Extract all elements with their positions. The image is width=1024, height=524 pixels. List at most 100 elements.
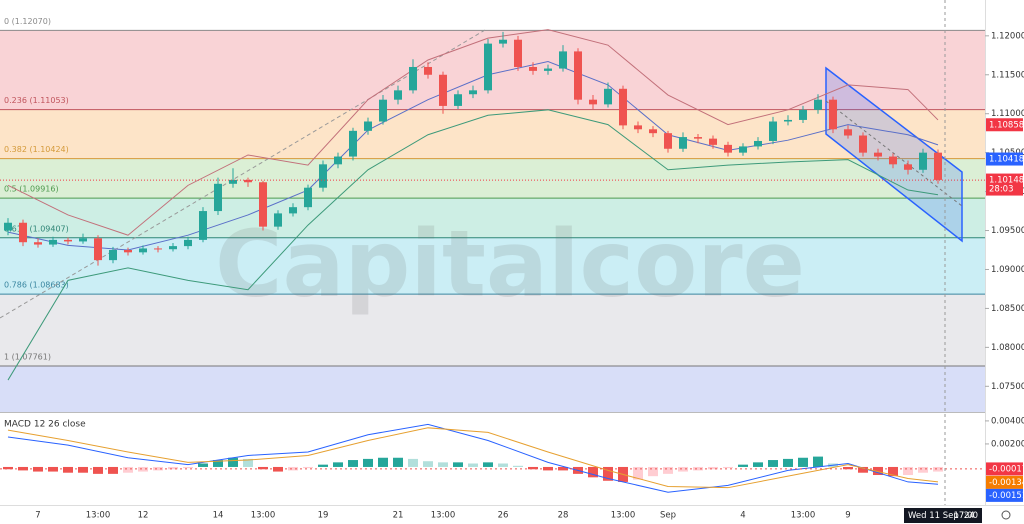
x-tick-label: 12 (138, 511, 149, 521)
price-box (986, 173, 1023, 196)
macd-bar (243, 458, 253, 467)
cursor-time: 17:00 (954, 511, 979, 521)
macd-bar (873, 466, 883, 476)
candle-body (529, 66, 537, 71)
candle-body (619, 88, 627, 126)
cursor-date: Wed 11 Sep '24 (908, 511, 975, 521)
macd-bar (288, 466, 298, 471)
price-box (986, 462, 1023, 476)
candle-body (499, 39, 507, 44)
macd-bar (108, 466, 118, 474)
macd-bar (348, 460, 358, 467)
macd-bar (888, 466, 898, 477)
fib-zone (0, 109, 985, 159)
candle-body (244, 179, 252, 183)
macd-bar (3, 466, 13, 470)
macd-bar (438, 462, 448, 467)
macd-bar (558, 466, 568, 471)
macd-bar (498, 463, 508, 467)
y-tick-label: 1.09000 (991, 265, 1024, 275)
macd-bar (723, 466, 733, 469)
macd-bar (318, 464, 328, 467)
candle-body (364, 121, 372, 131)
macd-bar (708, 466, 718, 470)
macd-bar (588, 466, 598, 478)
trend-line (0, 29, 486, 319)
y-tick-label: 1.11000 (991, 109, 1024, 119)
plot (0, 29, 985, 493)
candle-body (259, 182, 267, 227)
macd-bar (228, 457, 238, 467)
fib-zone (0, 294, 985, 366)
macd-bar (783, 458, 793, 467)
macd-bar (693, 466, 703, 471)
macd-bar (213, 460, 223, 467)
macd-bar (453, 462, 463, 467)
macd-line (7, 423, 939, 493)
candle-body (409, 66, 417, 91)
candle-body (874, 152, 882, 157)
candle-body (229, 179, 237, 184)
candle-body (754, 140, 762, 147)
band-line (7, 109, 939, 381)
candle-body (559, 51, 567, 69)
macd-bar (273, 466, 283, 472)
price-box-label: 1.10858 (989, 120, 1024, 130)
macd-bar (918, 466, 928, 473)
price-box-label: 1.10418 (989, 155, 1024, 165)
candle-body (544, 68, 552, 71)
macd-bar (903, 466, 913, 476)
macd-bar (648, 466, 658, 477)
y-tick-label: 1.12000 (991, 31, 1024, 41)
candle-body (724, 144, 732, 153)
candle-body (664, 133, 672, 149)
candle-body (769, 121, 777, 141)
macd-bar (183, 466, 193, 469)
macd-bar (333, 462, 343, 467)
macd-bar (18, 466, 28, 471)
macd-bar (813, 456, 823, 467)
fib-zone (0, 158, 985, 199)
macd-tick-label: 0.00200 (991, 439, 1024, 449)
price-box (986, 152, 1023, 166)
x-tick-label: 13:00 (431, 511, 456, 521)
candle-body (694, 137, 702, 139)
macd-bar (33, 466, 43, 472)
candle-body (64, 239, 72, 242)
band-line (7, 29, 939, 236)
candle-body (49, 239, 57, 245)
x-tick-label: 7 (35, 511, 40, 521)
macd-bar (798, 457, 808, 467)
candle-body (934, 152, 942, 180)
candle-body (679, 137, 687, 149)
macd-bar (258, 466, 268, 470)
macd-bar (153, 466, 163, 471)
countdown: 28:03 (989, 185, 1014, 195)
fib-label: 0.5 (1.09916) (4, 185, 59, 194)
candle-body (814, 99, 822, 110)
candle-body (4, 222, 12, 231)
macd-bar (303, 466, 313, 469)
candle-body (919, 152, 927, 170)
macd-bar (423, 461, 433, 467)
price-box (986, 488, 1023, 502)
fib-zone (0, 237, 985, 295)
fib-label: 0 (1.12070) (4, 17, 51, 26)
candle-body (214, 183, 222, 212)
price-box-label: -0.00134 (989, 478, 1024, 488)
macd-bar (513, 465, 523, 467)
candle-body (829, 99, 837, 130)
candle-body (709, 138, 717, 145)
candle-body (289, 207, 297, 214)
candle-body (649, 129, 657, 134)
background: 0 (1.12070) 0.236 (1.11053) 0.382 (1.10424… (0, 17, 985, 412)
macd-bar (843, 466, 853, 470)
candle-body (334, 156, 342, 165)
macd-bar (93, 466, 103, 474)
price-box (986, 118, 1023, 132)
macd-bar (168, 466, 178, 470)
candle-body (94, 238, 102, 261)
macd-bar (633, 466, 643, 480)
settings-icon[interactable] (1001, 510, 1011, 520)
axes: 1.120001.115001.110001.105001.100001.095… (35, 31, 1024, 520)
